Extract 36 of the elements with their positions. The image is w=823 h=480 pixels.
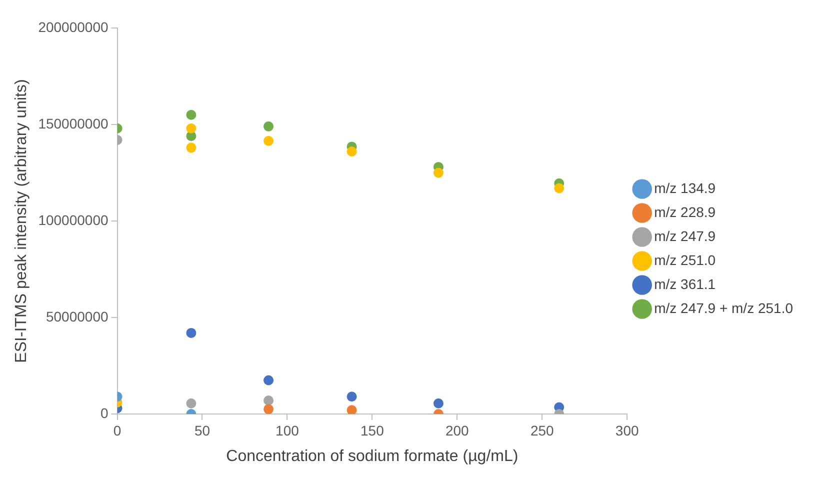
point <box>264 395 274 406</box>
legend-label: m/z 247.9 + m/z 251.0 <box>654 300 794 316</box>
legend-label: m/z 361.1 <box>654 276 716 292</box>
x-tick-label: 50 <box>194 422 210 438</box>
point <box>186 110 196 120</box>
x-axis-title: Concentration of sodium formate (µg/mL) <box>226 448 518 465</box>
x-tick-label: 100 <box>276 422 300 438</box>
point <box>186 328 196 338</box>
x-tick-label: 300 <box>615 422 639 438</box>
point <box>554 183 564 194</box>
point <box>186 398 196 408</box>
point <box>186 123 196 134</box>
x-tick-label: 0 <box>113 422 122 438</box>
x-tick-label: 200 <box>445 422 470 438</box>
y-tick-label: 150000000 <box>38 115 108 132</box>
legend-label: m/z 228.9 <box>654 204 716 220</box>
y-tick-label: 200000000 <box>38 18 108 35</box>
point <box>186 142 196 153</box>
point <box>264 404 274 414</box>
point <box>346 146 357 157</box>
point <box>433 168 444 178</box>
y-axis-title: ESI-ITMS peak intensity (arbitrary units) <box>13 79 30 363</box>
point <box>346 392 357 402</box>
x-tick-label: 250 <box>530 422 554 438</box>
point <box>346 405 357 414</box>
y-tick-label: 50000000 <box>46 308 108 324</box>
point <box>264 136 274 146</box>
y-tick-label: 100000000 <box>38 212 108 228</box>
point <box>433 398 444 408</box>
legend-label: m/z 134.9 <box>654 180 716 196</box>
point <box>264 375 274 386</box>
legend-label: m/z 247.9 <box>654 228 716 244</box>
x-tick-label: 150 <box>360 422 384 438</box>
point <box>264 121 274 132</box>
legend-label: m/z 251.0 <box>654 252 716 268</box>
y-tick-label: 0 <box>100 404 108 421</box>
